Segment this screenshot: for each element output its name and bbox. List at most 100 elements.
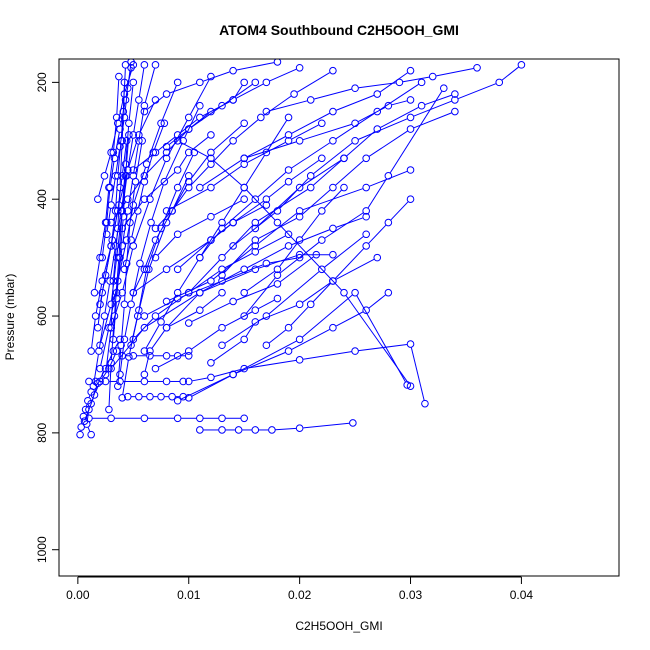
series-line-segment: [436, 67, 474, 77]
series-line-segment: [236, 83, 264, 99]
data-point: [120, 300, 129, 309]
series-line-segment: [191, 270, 220, 292]
data-point: [284, 166, 293, 174]
series-line-segment: [108, 366, 112, 406]
series-line-segment: [158, 352, 186, 368]
series-line-segment: [213, 200, 242, 216]
series-line-segment: [234, 85, 243, 98]
data-point: [133, 207, 142, 215]
data-point: [100, 312, 109, 320]
data-point: [218, 414, 226, 423]
series-line-segment: [213, 160, 242, 186]
series-line-segment: [368, 294, 386, 309]
x-axis: 0.00 0.01 0.02 0.03 0.04: [66, 576, 534, 602]
data-point: [306, 96, 315, 104]
series-line-segment: [303, 422, 350, 429]
data-point: [362, 230, 370, 239]
series-line-segment: [168, 294, 198, 326]
data-point: [160, 119, 169, 128]
series-line-segment: [119, 173, 128, 202]
data-point: [107, 148, 115, 157]
series-32: [129, 201, 271, 297]
data-point: [295, 136, 304, 145]
data-point: [129, 78, 138, 87]
series-line-segment: [335, 258, 375, 280]
data-point: [162, 265, 171, 274]
data-point: [406, 382, 415, 390]
data-point: [140, 347, 149, 355]
data-point: [184, 377, 193, 386]
series-line-segment: [122, 360, 129, 395]
data-point: [240, 154, 248, 163]
data-point: [251, 195, 260, 204]
data-point: [373, 90, 382, 98]
series-line-segment: [236, 284, 275, 301]
series-line-segment: [95, 284, 103, 313]
y-tick-label: 600: [35, 306, 49, 326]
x-tick-label: 0.01: [177, 588, 201, 602]
series-50: [87, 136, 131, 355]
data-point: [340, 154, 348, 163]
series-line-segment: [88, 395, 91, 398]
series-19: [140, 59, 282, 116]
data-point: [76, 430, 84, 439]
data-point: [179, 136, 187, 145]
data-point: [173, 414, 182, 423]
series-line-segment: [368, 224, 387, 244]
series-line-segment: [191, 375, 231, 397]
data-point: [162, 90, 171, 98]
data-point: [115, 72, 123, 81]
series-line-segment: [323, 189, 342, 209]
data-point: [284, 177, 293, 186]
data-point: [96, 364, 104, 373]
series-line-segment: [178, 155, 194, 185]
series-line-segment: [128, 85, 134, 120]
data-point: [113, 119, 122, 128]
data-point: [284, 323, 293, 332]
data-point: [173, 78, 182, 87]
data-point: [116, 253, 124, 262]
series-line-segment: [131, 313, 139, 342]
data-point: [340, 288, 348, 297]
data-point: [151, 253, 160, 262]
data-point: [351, 136, 359, 145]
series-line-segment: [245, 324, 254, 337]
data-point: [184, 172, 193, 180]
series-line-segment: [127, 138, 134, 167]
series-line-segment: [165, 143, 183, 179]
data-point: [257, 113, 265, 122]
data-point: [138, 136, 146, 145]
data-point: [107, 242, 115, 250]
data-point: [251, 78, 260, 87]
series-line-segment: [202, 270, 242, 292]
data-point: [318, 119, 326, 128]
data-point: [184, 148, 193, 157]
data-point: [173, 265, 182, 274]
series-line-segment: [389, 90, 443, 174]
data-point: [318, 236, 326, 244]
data-point: [157, 318, 165, 326]
x-tick-label: 0.00: [66, 588, 90, 602]
data-point: [207, 212, 215, 221]
series-line-segment: [202, 270, 253, 292]
series-line-segment: [101, 371, 108, 379]
data-point: [151, 148, 160, 157]
series-line-segment: [224, 84, 253, 105]
series-line-segment: [146, 154, 165, 174]
series-29: [140, 253, 304, 320]
series-line-segment: [111, 214, 116, 243]
data-point: [142, 265, 151, 274]
series-62: [107, 78, 260, 227]
data-point: [120, 265, 129, 274]
data-point: [122, 172, 131, 180]
series-line-segment: [224, 201, 253, 227]
series-line-segment: [105, 191, 110, 220]
data-point: [329, 323, 337, 332]
data-point: [207, 160, 215, 168]
data-point: [109, 148, 118, 157]
series-line-segment: [379, 83, 419, 111]
x-tick-label: 0.04: [510, 588, 534, 602]
series-line-segment: [127, 65, 132, 85]
series-line-segment: [247, 247, 286, 269]
series-line-segment: [247, 141, 297, 158]
